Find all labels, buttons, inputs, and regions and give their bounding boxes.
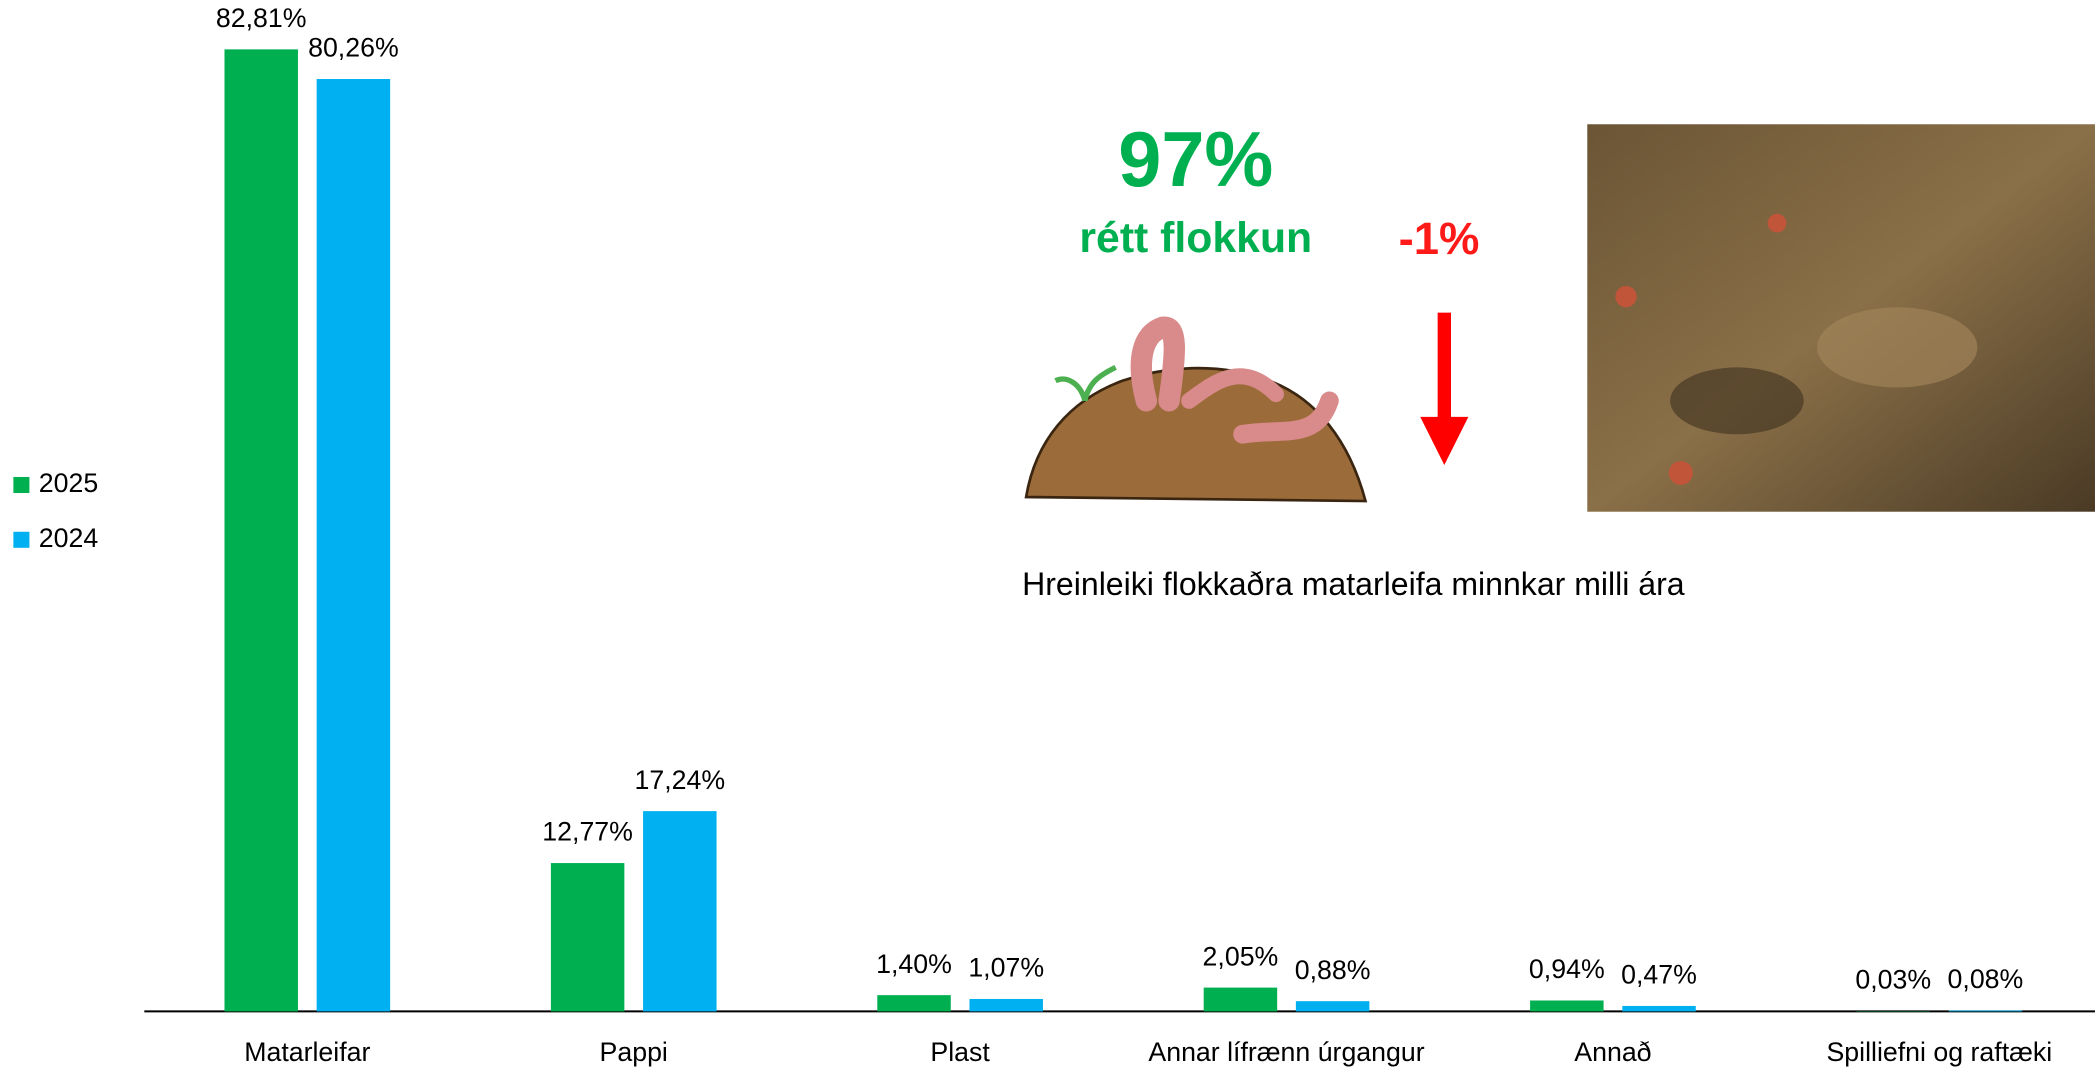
bar: [1203, 987, 1278, 1012]
value-label: 0,47%: [1621, 960, 1697, 990]
legend-swatch: [13, 531, 30, 548]
bar: [643, 811, 717, 1012]
headline: 97%: [1118, 117, 1273, 203]
change: -1%: [1399, 213, 1480, 264]
value-label: 0,08%: [1948, 964, 2024, 994]
value-label: 1,40%: [876, 949, 952, 979]
value-label: 17,24%: [634, 765, 725, 795]
bar: [224, 49, 298, 1012]
bar: [1948, 1010, 2023, 1012]
value-label: 0,88%: [1295, 955, 1371, 985]
bar: [969, 998, 1043, 1012]
x-tick-label: Pappi: [600, 1037, 668, 1067]
x-tick-label: Plast: [930, 1037, 990, 1067]
value-label: 1,07%: [968, 953, 1044, 983]
value-label: 0,03%: [1855, 965, 1931, 995]
bar: [877, 995, 951, 1012]
bar: [1530, 1000, 1604, 1012]
value-label: 12,77%: [542, 817, 633, 847]
x-tick-label: Annar lífrænn úrgangur: [1148, 1037, 1424, 1067]
legend-label: 2024: [39, 523, 99, 553]
worm-illustration: [1024, 316, 1368, 503]
bar: [1295, 1001, 1370, 1012]
legend-label: 2025: [39, 468, 98, 498]
value-label: 82,81%: [216, 3, 307, 33]
x-tick-label: Spilliefni og raftæki: [1826, 1037, 2052, 1067]
x-tick-label: Matarleifar: [244, 1037, 370, 1067]
bar: [316, 78, 391, 1012]
bar: [550, 863, 625, 1012]
value-label: 80,26%: [308, 33, 399, 63]
value-label: 0,94%: [1529, 954, 1605, 984]
legend-swatch: [13, 476, 30, 494]
waste-photo: [1587, 124, 2095, 512]
headline-caption: rétt flokkun: [1079, 214, 1312, 262]
note: Hreinleiki flokkaðra matarleifa minnkar …: [1022, 566, 1685, 602]
x-tick-label: Annað: [1574, 1037, 1651, 1067]
value-label: 2,05%: [1203, 941, 1279, 971]
bar: [1622, 1005, 1696, 1012]
down-arrow: [1420, 312, 1469, 465]
